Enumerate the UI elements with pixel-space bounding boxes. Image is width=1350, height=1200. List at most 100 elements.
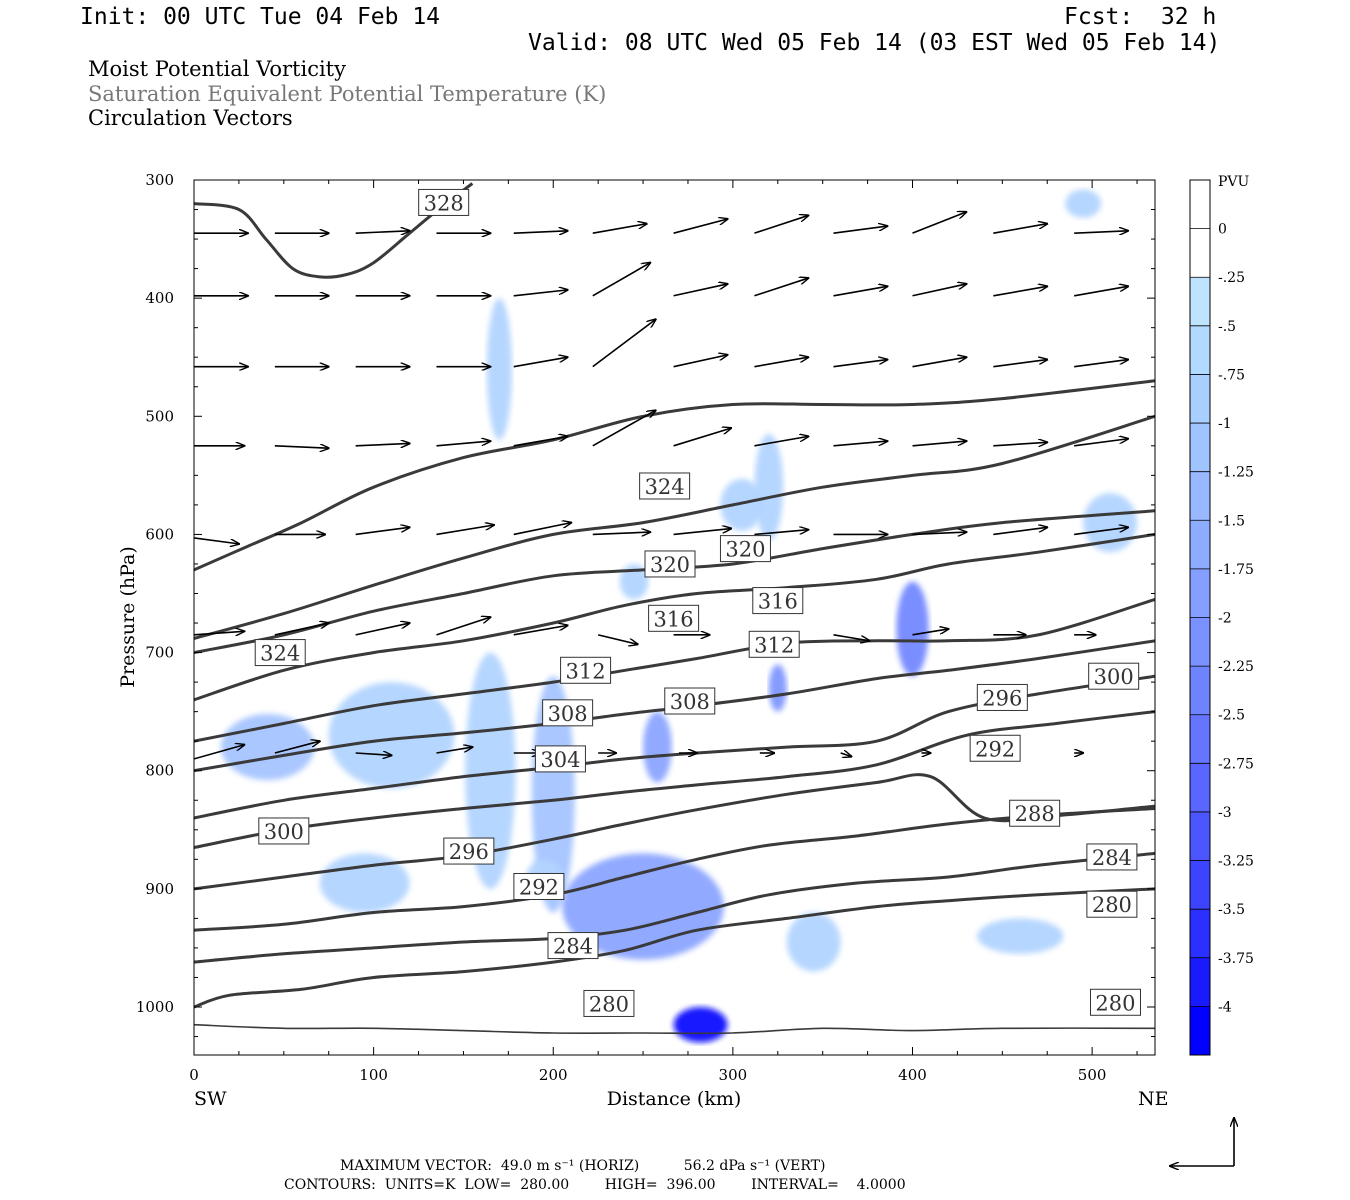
contour-info-note: CONTOURS: UNITS=K LOW= 280.00 HIGH= 396.…	[284, 1177, 906, 1193]
contour-label-text: 284	[553, 935, 593, 959]
contour-label-292: 292	[513, 872, 565, 900]
pv-region-3	[465, 652, 516, 889]
y-tick-label: 400	[145, 289, 174, 307]
pv-region-16	[619, 563, 649, 600]
contour-308	[194, 597, 1155, 743]
colorbar-label: -3	[1218, 805, 1232, 821]
contour-label-text: 280	[589, 992, 629, 1016]
field-title-vectors: Circulation Vectors	[88, 106, 293, 130]
contour-label-280: 280	[583, 989, 635, 1017]
contour-label-308: 308	[664, 687, 716, 715]
pv-region-6	[643, 711, 672, 783]
contour-label-text: 288	[1015, 802, 1055, 826]
vector-63	[436, 617, 490, 636]
colorbar-label: -4	[1218, 999, 1232, 1015]
contour-label-text: 312	[754, 633, 794, 657]
colorbar-swatch	[1190, 957, 1210, 1007]
colorbar-label: -2.5	[1218, 708, 1245, 724]
colorbar-swatch	[1190, 811, 1210, 861]
contour-label-320: 320	[719, 535, 771, 563]
contour-label-312: 312	[560, 656, 612, 684]
y-tick-label: 500	[145, 407, 174, 425]
vector-34	[993, 360, 1047, 368]
contour-label-292: 292	[969, 734, 1021, 762]
colorbar-unit: PVU	[1218, 174, 1250, 190]
vector-5	[592, 224, 647, 234]
theta-contours	[194, 182, 1155, 1035]
contour-300	[194, 674, 1155, 820]
vector-44	[833, 441, 887, 447]
colorbar-swatch	[1190, 423, 1210, 472]
vector-21	[912, 284, 967, 297]
axes: 300 400 500 600 700 800 900 1000 0 100 200 300 400 50…	[136, 171, 1155, 1084]
vector-50	[355, 527, 410, 536]
forecast-hour: Fcst: 32 h	[1064, 4, 1217, 30]
vector-30	[673, 355, 728, 368]
ne-end-label: NE	[1138, 1088, 1169, 1110]
vector-80	[840, 753, 852, 757]
vector-29	[592, 319, 656, 368]
field-title-pv: Moist Potential Vorticity	[88, 57, 346, 81]
vector-64	[513, 625, 568, 636]
vector-22	[993, 286, 1047, 297]
colorbar-swatch	[1190, 471, 1210, 521]
colorbar-swatch	[1190, 714, 1210, 764]
vector-4	[513, 231, 568, 233]
vector-18	[673, 284, 728, 297]
plot-frame	[193, 179, 1156, 1056]
vector-65	[597, 634, 638, 644]
colorbar-label: -3.5	[1218, 902, 1245, 918]
reference-vector-icon	[1170, 1118, 1234, 1166]
colorbar-label: -1	[1218, 416, 1232, 432]
pv-region-12	[977, 918, 1064, 954]
colorbar-label: -.75	[1218, 367, 1245, 383]
x-tick-label: 0	[189, 1066, 199, 1084]
vector-37	[274, 446, 329, 448]
colorbar-label: -.5	[1218, 319, 1236, 335]
contour-label-text: 292	[975, 737, 1015, 761]
contour-320	[194, 414, 1155, 640]
colorbar-swatch	[1190, 763, 1210, 813]
pv-region-9	[896, 581, 929, 677]
contour-label-text: 280	[1092, 893, 1132, 917]
pv-region-8	[768, 664, 787, 712]
vector-33	[912, 357, 967, 368]
contour-280	[194, 1023, 1155, 1035]
y-tick-label: 900	[145, 880, 174, 898]
pv-region-7	[754, 434, 784, 541]
colorbar-label: -2.75	[1218, 756, 1254, 772]
vector-23	[1074, 286, 1128, 297]
y-tick-label: 1000	[136, 998, 174, 1016]
contour-label-text: 308	[548, 702, 588, 726]
vector-45	[912, 441, 967, 447]
colorbar-swatch	[1190, 666, 1210, 716]
contour-324	[194, 379, 1155, 572]
colorbar: PVU 0 -.25 -.5 -.75 -1 -1.25 -1.5 -1.75 -2 -2.25 -2…	[1189, 174, 1254, 1056]
colorbar-swatch	[1190, 568, 1210, 618]
x-tick-label: 500	[1078, 1066, 1107, 1084]
vector-32	[833, 360, 887, 368]
contour-label-text: 296	[449, 840, 489, 864]
vector-53	[592, 532, 650, 534]
contour-label-284: 284	[547, 932, 599, 960]
pv-region-15	[720, 478, 764, 531]
contour-label-text: 320	[650, 553, 690, 577]
vector-35	[1074, 360, 1128, 368]
vector-62	[355, 623, 410, 636]
colorbar-swatch	[1190, 228, 1210, 278]
valid-time: Valid: 08 UTC Wed 05 Feb 14 (03 EST Wed …	[528, 30, 1221, 56]
vector-31	[754, 357, 808, 368]
vector-58	[993, 527, 1047, 536]
vector-74	[355, 753, 392, 755]
contour-label-280: 280	[1086, 890, 1138, 918]
vector-17	[592, 263, 650, 297]
contour-label-288: 288	[1009, 799, 1061, 827]
vector-7	[754, 215, 808, 234]
contour-label-text: 296	[982, 686, 1022, 710]
contour-292	[194, 773, 1155, 891]
vector-19	[754, 278, 808, 297]
y-tick-label: 800	[145, 762, 174, 780]
vector-57	[912, 532, 967, 534]
vector-11	[1074, 231, 1128, 233]
